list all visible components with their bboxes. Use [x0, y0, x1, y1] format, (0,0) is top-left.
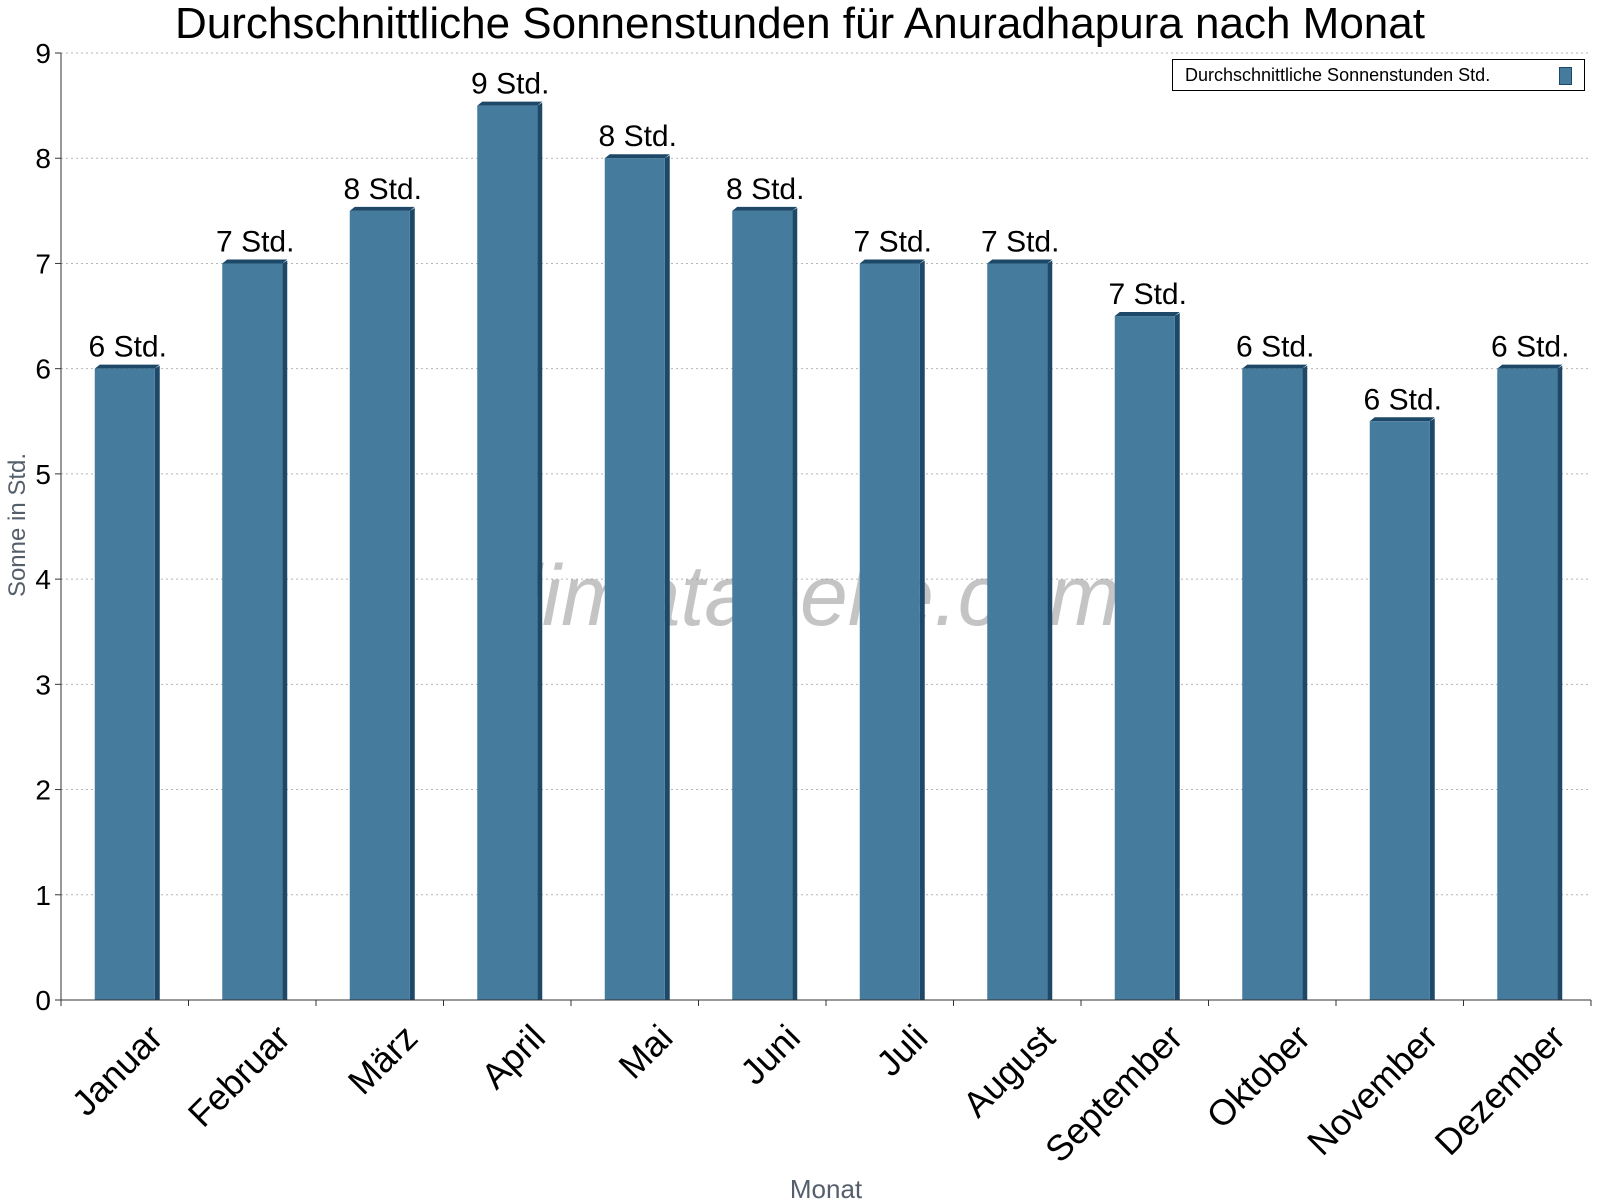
y-tick-label: 7	[35, 248, 51, 279]
data-label: 6 Std.	[1491, 331, 1569, 364]
bar-top	[1497, 364, 1563, 369]
y-tick-label: 3	[35, 669, 51, 700]
x-tick-label: Juli	[868, 1017, 935, 1084]
bar	[1497, 368, 1558, 1001]
data-label: 7 Std.	[854, 225, 932, 258]
bar-top	[349, 206, 415, 211]
bar	[1369, 421, 1430, 1000]
bar-top	[1242, 364, 1308, 369]
bar-side	[1302, 365, 1308, 1001]
bar-november	[1369, 417, 1435, 1000]
x-tick-label: April	[473, 1017, 553, 1097]
gridlines	[61, 52, 1591, 896]
y-tick-label: 9	[35, 38, 51, 69]
bar	[732, 210, 793, 1001]
bar-side	[409, 207, 415, 1001]
y-tick-label: 2	[35, 775, 51, 806]
y-tick-label: 8	[35, 143, 51, 174]
bar-top	[859, 259, 925, 264]
bar	[222, 263, 283, 1000]
x-tick-label: Februar	[180, 1017, 298, 1135]
bar	[1114, 316, 1175, 1000]
bar-side	[282, 260, 288, 1000]
x-tick-label: Oktober	[1198, 1017, 1318, 1137]
bar	[94, 368, 155, 1001]
bar-side	[919, 260, 925, 1000]
bar-dezember	[1497, 364, 1563, 1001]
data-label: 6 Std.	[89, 331, 167, 364]
bar-side	[1557, 365, 1563, 1001]
y-axis-title: Sonne in Std.	[4, 453, 31, 597]
bar-side	[537, 102, 543, 1001]
data-label: 8 Std.	[726, 173, 804, 206]
x-tick-label: September	[1037, 1017, 1191, 1171]
bar-side	[1174, 313, 1180, 1000]
bar	[477, 105, 538, 1001]
data-label: 7 Std.	[1109, 278, 1187, 311]
data-label: 7 Std.	[216, 225, 294, 258]
legend: Durchschnittliche Sonnenstunden Std.	[1172, 59, 1585, 91]
bar-top	[94, 364, 160, 369]
data-label: 7 Std.	[981, 225, 1059, 258]
x-tick-label: Dezember	[1426, 1017, 1572, 1163]
bar	[987, 263, 1048, 1000]
bar-top	[987, 259, 1053, 264]
bar-top	[477, 101, 543, 106]
x-tick-label: Juni	[732, 1017, 808, 1093]
bar-juni	[732, 206, 798, 1001]
bar-juli	[859, 259, 925, 1000]
x-tick-label: Mai	[610, 1017, 680, 1087]
legend-swatch	[1559, 67, 1572, 85]
bar-märz	[349, 206, 415, 1001]
data-label: 8 Std.	[344, 173, 422, 206]
y-tick-label: 0	[35, 985, 51, 1016]
bar	[604, 158, 665, 1000]
bar-side	[664, 155, 670, 1000]
bar-februar	[222, 259, 288, 1000]
x-tick-label: August	[955, 1017, 1063, 1125]
bar-side	[792, 207, 798, 1001]
x-tick-label: November	[1299, 1017, 1445, 1163]
bar	[349, 210, 410, 1001]
bar-august	[987, 259, 1053, 1000]
bar-mai	[604, 154, 670, 1000]
bars	[94, 101, 1563, 1001]
bar-top	[1114, 312, 1180, 317]
x-tick-label: März	[340, 1017, 426, 1103]
y-tick-label: 4	[35, 564, 51, 595]
y-tick-label: 1	[35, 880, 51, 911]
bar-side	[1429, 418, 1435, 1000]
data-label: 8 Std.	[599, 120, 677, 153]
bar-januar	[94, 364, 160, 1001]
bar-top	[732, 206, 798, 211]
chart-title: Durchschnittliche Sonnenstunden für Anur…	[175, 0, 1425, 48]
y-tick-label: 5	[35, 459, 51, 490]
bar-april	[477, 101, 543, 1001]
bar-september	[1114, 312, 1180, 1000]
bar	[1242, 368, 1303, 1001]
bar	[859, 263, 920, 1000]
data-label: 6 Std.	[1364, 383, 1442, 416]
y-tick-label: 6	[35, 354, 51, 385]
data-label: 6 Std.	[1236, 331, 1314, 364]
data-label: 9 Std.	[471, 68, 549, 101]
x-tick-label: Januar	[64, 1017, 171, 1124]
bar-top	[1369, 417, 1435, 422]
bar-side	[154, 365, 160, 1001]
data-labels: 6 Std. 7 Std. 8 Std. 9 Std. 8 Std. 8 Std. 7 St…	[89, 68, 1570, 417]
bar-top	[604, 154, 670, 159]
bar-side	[1047, 260, 1053, 1000]
legend-label: Durchschnittliche Sonnenstunden Std.	[1185, 65, 1491, 85]
bar-oktober	[1242, 364, 1308, 1001]
x-axis-title: Monat	[790, 1174, 863, 1200]
bar-top	[222, 259, 288, 264]
